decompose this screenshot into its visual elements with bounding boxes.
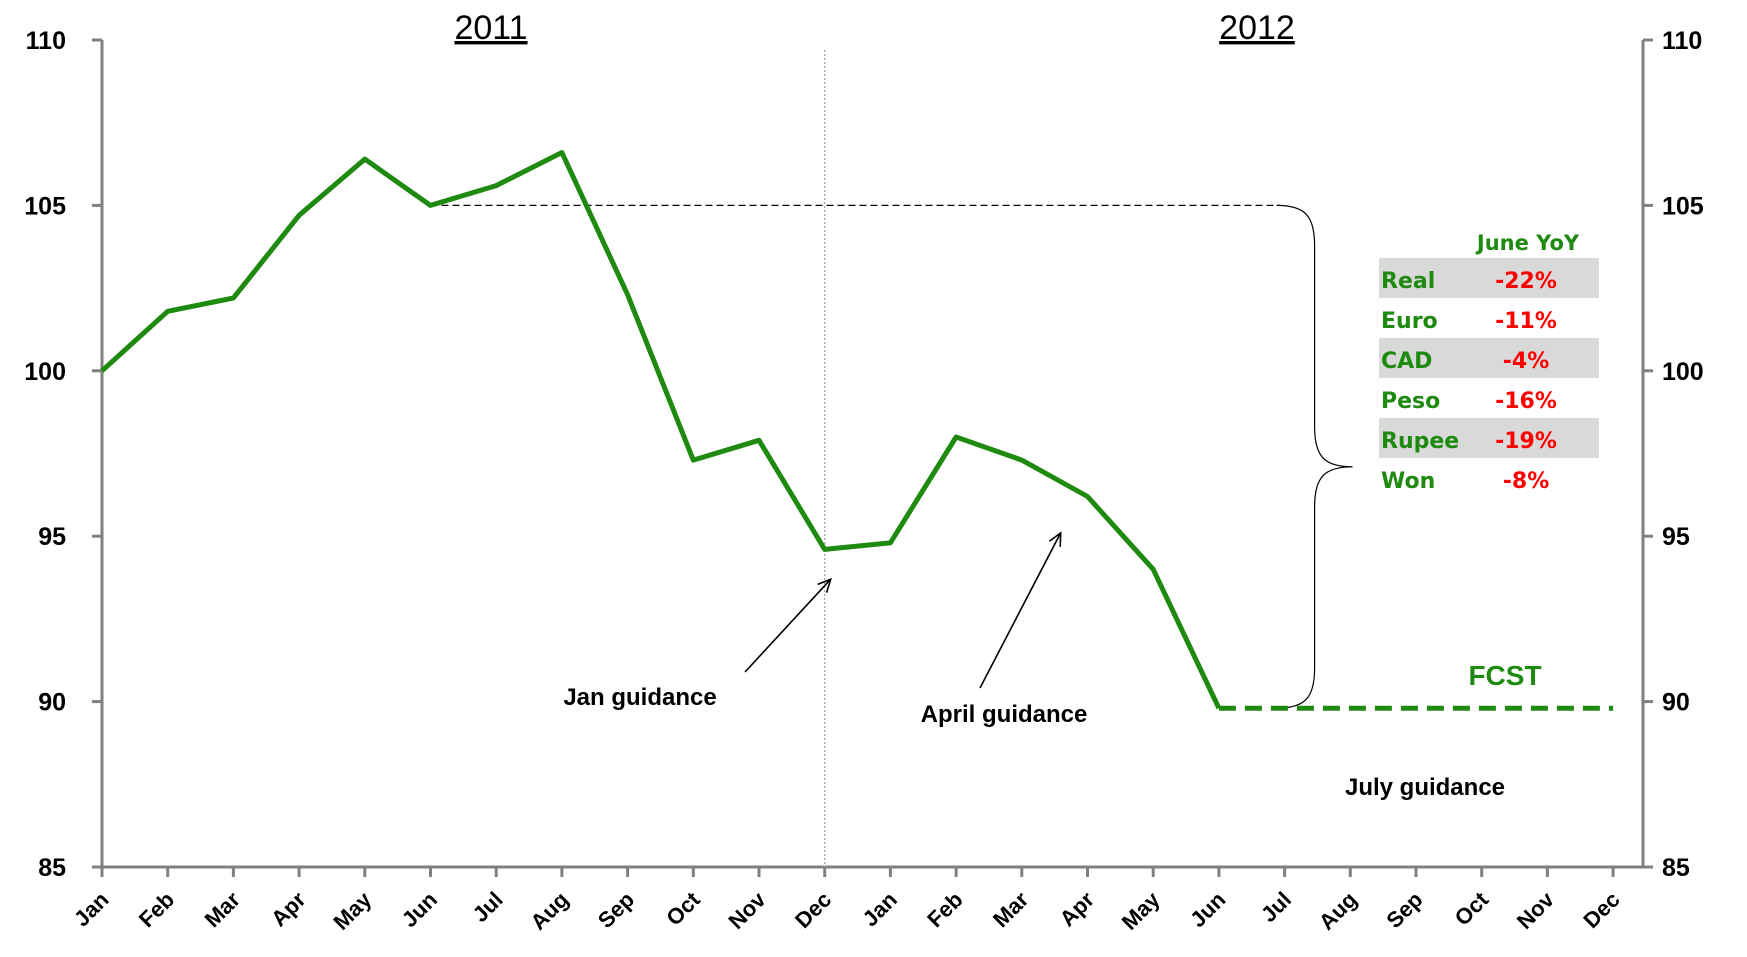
table-row-value: -19% <box>1495 429 1557 454</box>
annotation-arrowhead <box>817 577 832 593</box>
annotations: Jan guidance April guidance July guidance <box>563 531 1505 801</box>
brace <box>1276 204 1353 709</box>
annotation-label: Jan guidance <box>563 684 716 711</box>
y-tick-label-right: 95 <box>1662 523 1690 551</box>
x-tick-label: Jun <box>1185 887 1230 932</box>
table-row-name: Rupee <box>1381 429 1459 454</box>
y-tick-label-left: 95 <box>38 523 66 551</box>
table-header: June YoY <box>1475 231 1580 255</box>
x-tick-label: Jun <box>397 887 442 932</box>
y-tick-label-left: 90 <box>38 689 66 717</box>
x-tick-label: Sep <box>1381 887 1427 933</box>
y-tick-label-left: 85 <box>38 854 66 882</box>
annotation-arrow <box>979 532 1062 689</box>
table-row-value: -8% <box>1503 469 1549 494</box>
x-tick-label: Oct <box>661 886 705 930</box>
x-tick-label: Nov <box>723 886 771 934</box>
x-tick-label: Mar <box>200 887 246 933</box>
table-row-value: -16% <box>1495 389 1557 414</box>
x-tick-label: Feb <box>134 887 179 932</box>
x-tick-label: Jul <box>468 887 508 927</box>
y-tick-label-right: 110 <box>1662 27 1702 55</box>
table-row-name: Peso <box>1381 389 1440 414</box>
june-yoy-table: June YoY Real -22% Euro -11% CAD -4% Peso -16% Ru… <box>1379 231 1599 494</box>
x-tick-label: Nov <box>1512 886 1560 934</box>
x-tick-label: Jul <box>1256 887 1296 927</box>
x-tick-label: Apr <box>266 887 311 932</box>
y-tick-label-right: 85 <box>1662 854 1690 882</box>
series-group <box>100 150 1614 711</box>
year-label-2012: 2012 <box>1219 9 1295 47</box>
y-tick-label-left: 105 <box>24 192 66 220</box>
x-tick-label: Jan <box>69 887 113 931</box>
table-row-name: Real <box>1381 269 1435 294</box>
x-tick-label: Dec <box>790 887 836 933</box>
x-tick-label: Aug <box>1314 887 1362 935</box>
brace-path <box>1276 204 1353 709</box>
annotation-label: April guidance <box>921 701 1088 728</box>
year-label-2011: 2011 <box>454 9 527 47</box>
annotation-arrow <box>744 578 832 673</box>
x-tick-label: Apr <box>1055 887 1100 932</box>
table-row-value: -11% <box>1495 309 1557 334</box>
series-line-actual <box>100 150 1222 710</box>
table-row-band <box>1379 418 1599 458</box>
y-tick-label-left: 110 <box>26 27 66 55</box>
x-tick-label: Jan <box>857 887 901 931</box>
y-tick-label-left: 100 <box>24 358 66 386</box>
x-tick-label: Feb <box>922 887 967 932</box>
x-tick-label: Mar <box>988 887 1034 933</box>
table-row-value: -22% <box>1495 269 1557 294</box>
annotation-label: July guidance <box>1345 774 1505 801</box>
table-row-band <box>1379 258 1599 298</box>
table-row-name: Euro <box>1381 309 1438 334</box>
fcst-label: FCST <box>1468 660 1541 691</box>
table-row-name: CAD <box>1381 349 1432 374</box>
y-tick-label-right: 105 <box>1662 192 1704 220</box>
x-tick-label: May <box>1117 886 1165 934</box>
x-tick-label: May <box>328 886 376 934</box>
x-tick-label: Oct <box>1450 886 1494 930</box>
table-row-value: -4% <box>1503 349 1549 374</box>
y-tick-label-right: 90 <box>1662 689 1690 717</box>
x-tick-label: Sep <box>593 887 639 933</box>
x-tick-label: Aug <box>526 887 574 935</box>
x-tick-label: Dec <box>1578 887 1624 933</box>
table-row-name: Won <box>1381 469 1435 494</box>
annotation-arrowhead <box>1048 531 1062 547</box>
table-row-band <box>1379 338 1599 378</box>
y-tick-label-right: 100 <box>1662 358 1704 386</box>
